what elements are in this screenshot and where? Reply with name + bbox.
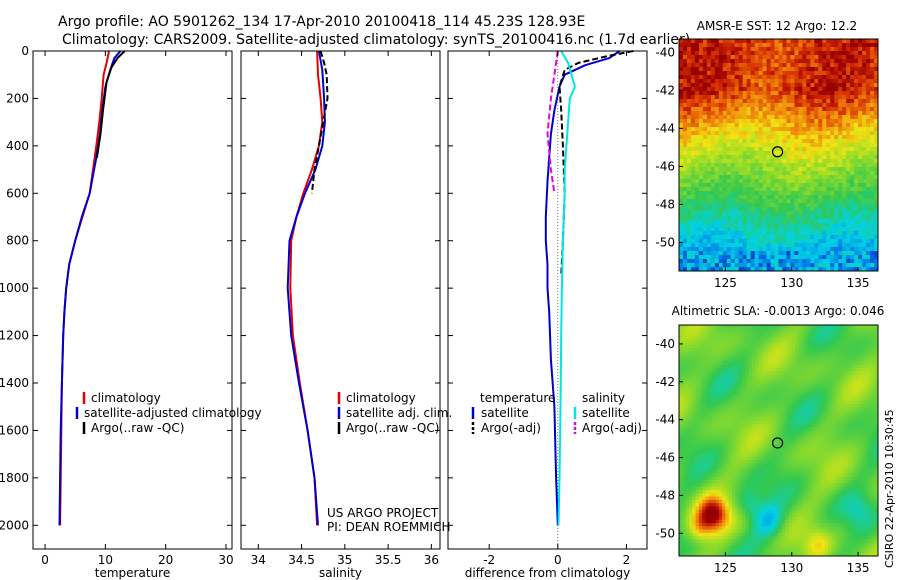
temperature-panel: 0 10 20 30 temperature 0 200 400 600 800 1000 1200 1… (0, 44, 234, 580)
x-axis-label: salinity (319, 566, 362, 580)
legend-label-climatology: climatology (346, 391, 416, 405)
project-line2: PI: DEAN ROEMMICH (327, 520, 450, 534)
map-y-tick-label: -44 (655, 121, 675, 135)
project-line1: US ARGO PROJECT (327, 506, 439, 520)
map-y-tick-label: -40 (655, 45, 675, 59)
x-tick-label: 35 (337, 553, 352, 567)
map-y-tick-label: -42 (655, 83, 675, 97)
x-tick-label: 35.5 (375, 553, 402, 567)
series-line-temperature-satellite (544, 50, 621, 526)
series-line-satellite-adjusted-climatology (58, 50, 122, 526)
y-tick-label: 1800 (0, 471, 29, 485)
sla-map-title: Altimetric SLA: -0.0013 Argo: 0.046 (672, 304, 885, 318)
map-y-tick-label: -44 (655, 413, 675, 427)
salinity-legend: climatology satellite adj. clim. Argo(..… (337, 391, 452, 435)
sst-map-title: AMSR-E SST: 12 Argo: 12.2 (697, 19, 857, 33)
x-tick-label: 34 (251, 553, 266, 567)
map-y-tick-label: -50 (655, 235, 675, 249)
x-tick-label: 20 (158, 553, 173, 567)
x-tick-label: -2 (483, 553, 495, 567)
map-y-tick-label: -46 (655, 159, 675, 173)
map-x-tick-label: 125 (714, 561, 737, 575)
map-x-tick-label: 135 (847, 276, 870, 290)
legend-label-temp-satellite: satellite (481, 406, 529, 420)
legend-label-climatology: climatology (91, 391, 161, 405)
y-tick-label: 1400 (0, 376, 29, 390)
plot-frame (240, 50, 441, 550)
legend-label-satellite-adjusted: satellite-adjusted climatology (84, 406, 262, 420)
plot-frame (447, 50, 648, 550)
map-y-tick-label: -46 (655, 451, 675, 465)
plot-frame (32, 50, 233, 550)
y-tick-label: 1200 (0, 329, 29, 343)
legend-label-argo: Argo(..raw -QC) (346, 421, 439, 435)
series-line-satellite-adj-clim- (286, 50, 326, 526)
legend-group-temperature: temperature (480, 391, 555, 405)
x-tick-label: 0 (41, 553, 49, 567)
legend-label-temp-argo: Argo(-adj) (481, 421, 541, 435)
legend-label-sal-satellite: satellite (582, 406, 630, 420)
series-line-argo-raw-qc- (95, 50, 126, 158)
series-line-salinity-argo-adj- (546, 50, 559, 194)
x-axis-label: temperature (95, 566, 170, 580)
map-x-tick-label: 125 (714, 276, 737, 290)
csiro-timestamp: CSIRO 22-Apr-2010 10:30:45 (883, 409, 896, 568)
figure-title-line1: Argo profile: AO 5901262_134 17-Apr-2010… (58, 14, 585, 30)
sst-map: 125 130 135 -40 -42 -44 -46 -48 -50 (655, 38, 879, 290)
map-x-tick-label: 130 (780, 561, 803, 575)
x-tick-label: 10 (98, 553, 113, 567)
x-tick-label: 0 (554, 553, 562, 567)
y-tick-label: 0 (21, 44, 29, 58)
y-tick-label: 400 (6, 139, 29, 153)
x-tick-label: 30 (218, 553, 233, 567)
x-tick-label: 36 (424, 553, 439, 567)
x-tick-label: 2 (623, 553, 631, 567)
map-y-tick-label: -40 (655, 337, 675, 351)
figure-title-line2: Climatology: CARS2009. Satellite-adjuste… (62, 32, 690, 48)
map-y-tick-label: -48 (655, 488, 675, 502)
x-axis-label: difference from climatology (465, 566, 631, 580)
series-line-salinity-satellite (557, 50, 576, 526)
x-tick-label: 34.5 (288, 553, 315, 567)
series-line-temperature-argo-adj- (558, 50, 634, 277)
legend-group-salinity: salinity (582, 391, 625, 405)
difference-legend: temperature satellite Argo(-adj) salinit… (471, 391, 642, 435)
sla-map: 125 130 135 -40 -42 -44 -46 -48 -50 (655, 324, 879, 575)
map-y-tick-label: -48 (655, 197, 675, 211)
series-line-climatology (289, 50, 324, 526)
argo-float-marker (771, 146, 784, 158)
map-frame (678, 324, 879, 557)
temperature-legend: climatology satellite-adjusted climatolo… (75, 391, 262, 435)
legend-label-satellite-adj: satellite adj. clim. (346, 406, 452, 420)
y-tick-label: 1000 (0, 281, 29, 295)
map-x-tick-label: 135 (847, 561, 870, 575)
map-y-tick-label: -50 (655, 526, 675, 540)
y-tick-label: 2000 (0, 518, 29, 532)
map-x-tick-label: 130 (780, 276, 803, 290)
y-tick-label: 200 (6, 91, 29, 105)
legend-label-sal-argo: Argo(-adj) (582, 421, 642, 435)
argo-float-marker (771, 437, 784, 449)
y-tick-label: 1600 (0, 423, 29, 437)
y-tick-label: 600 (6, 186, 29, 200)
y-tick-label: 800 (6, 234, 29, 248)
map-y-tick-label: -42 (655, 375, 675, 389)
series-line-argo-raw-qc- (310, 50, 329, 194)
map-frame (678, 38, 879, 272)
salinity-panel: 34 34.5 35 35.5 36 salinity (240, 50, 441, 580)
legend-label-argo: Argo(..raw -QC) (91, 421, 184, 435)
